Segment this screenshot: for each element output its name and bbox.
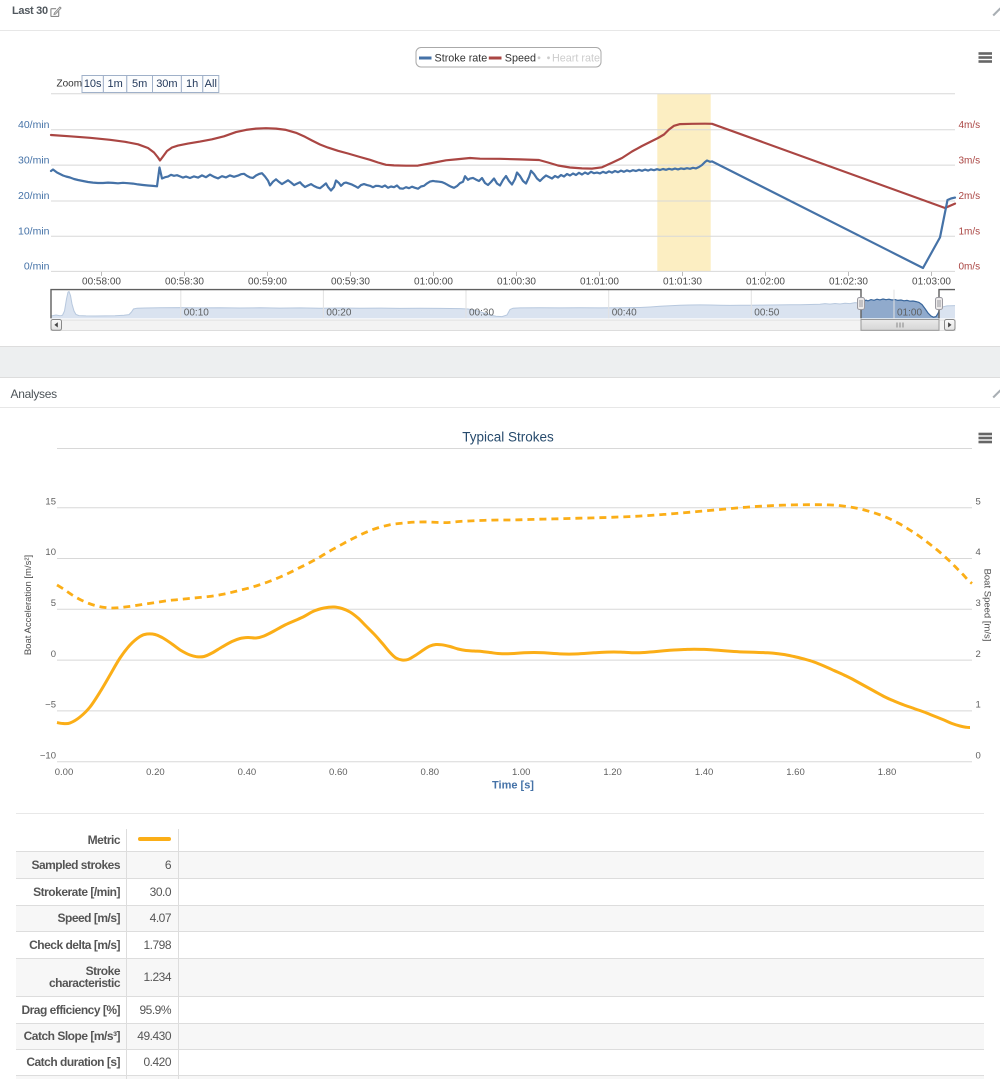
svg-text:30/min: 30/min	[18, 154, 50, 166]
svg-text:1: 1	[976, 700, 981, 711]
svg-text:01:00:30: 01:00:30	[497, 277, 536, 288]
svg-text:30m: 30m	[156, 78, 177, 90]
svg-text:0.80: 0.80	[421, 767, 440, 778]
svg-text:01:02:30: 01:02:30	[829, 277, 868, 288]
svg-text:00:30: 00:30	[469, 307, 494, 318]
svg-text:00:50: 00:50	[754, 307, 779, 318]
svg-text:00:58:30: 00:58:30	[165, 277, 204, 288]
svg-text:20/min: 20/min	[18, 190, 50, 202]
svg-text:40/min: 40/min	[18, 119, 50, 131]
svg-text:Time [s]: Time [s]	[492, 780, 534, 792]
svg-text:2: 2	[976, 649, 981, 660]
svg-text:1.60: 1.60	[786, 767, 805, 778]
svg-text:Speed: Speed	[505, 53, 536, 65]
svg-text:Stroke rate: Stroke rate	[435, 53, 488, 65]
svg-text:0/min: 0/min	[24, 261, 50, 273]
svg-text:01:02:00: 01:02:00	[746, 277, 785, 288]
svg-text:01:00:00: 01:00:00	[414, 277, 453, 288]
svg-text:0.20: 0.20	[146, 767, 165, 778]
svg-text:1.80: 1.80	[878, 767, 897, 778]
svg-text:Zoom: Zoom	[57, 79, 83, 90]
svg-text:3: 3	[976, 598, 981, 609]
svg-text:10: 10	[45, 547, 56, 558]
svg-text:10/min: 10/min	[18, 225, 50, 237]
svg-text:2m/s: 2m/s	[959, 191, 981, 202]
svg-text:00:59:00: 00:59:00	[248, 277, 287, 288]
svg-text:Boat Acceleration [m/s²]: Boat Acceleration [m/s²]	[23, 555, 34, 655]
svg-text:00:59:30: 00:59:30	[331, 277, 370, 288]
svg-text:4: 4	[976, 547, 981, 558]
svg-text:0m/s: 0m/s	[959, 262, 981, 273]
svg-text:5: 5	[976, 496, 981, 507]
svg-text:Heart rate: Heart rate	[552, 53, 600, 65]
svg-text:15: 15	[45, 496, 56, 507]
svg-text:1.40: 1.40	[695, 767, 714, 778]
svg-text:0: 0	[976, 750, 981, 761]
svg-text:00:40: 00:40	[612, 307, 637, 318]
svg-text:1h: 1h	[186, 78, 198, 90]
svg-text:01:00: 01:00	[897, 307, 922, 318]
svg-text:Typical Strokes: Typical Strokes	[462, 430, 554, 445]
svg-text:01:03:00: 01:03:00	[912, 277, 951, 288]
svg-text:3m/s: 3m/s	[959, 155, 981, 166]
svg-text:00:10: 00:10	[184, 307, 209, 318]
svg-text:10s: 10s	[84, 78, 102, 90]
svg-text:0.60: 0.60	[329, 767, 348, 778]
svg-text:5m: 5m	[132, 78, 147, 90]
svg-text:00:58:00: 00:58:00	[82, 277, 121, 288]
svg-text:−5: −5	[45, 700, 56, 711]
svg-text:−10: −10	[40, 750, 56, 761]
svg-text:Boat Speed [m/s]: Boat Speed [m/s]	[982, 569, 993, 642]
svg-text:1.20: 1.20	[603, 767, 622, 778]
svg-text:1m/s: 1m/s	[959, 226, 981, 237]
svg-text:All: All	[205, 78, 217, 90]
svg-text:00:20: 00:20	[326, 307, 351, 318]
svg-text:0.40: 0.40	[238, 767, 257, 778]
svg-text:4m/s: 4m/s	[959, 120, 981, 131]
svg-text:1.00: 1.00	[512, 767, 531, 778]
svg-text:01:01:00: 01:01:00	[580, 277, 619, 288]
svg-text:0.00: 0.00	[55, 767, 74, 778]
svg-text:5: 5	[51, 598, 56, 609]
svg-text:1m: 1m	[107, 78, 122, 90]
svg-text:01:01:30: 01:01:30	[663, 277, 702, 288]
svg-text:0: 0	[51, 649, 56, 660]
